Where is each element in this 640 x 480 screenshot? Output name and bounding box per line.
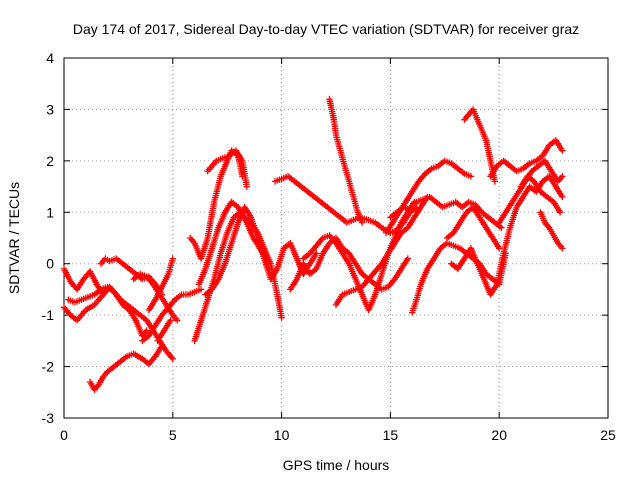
data-point — [496, 245, 503, 252]
series-s26 — [487, 137, 566, 180]
data-point — [559, 245, 566, 252]
data-point — [491, 178, 498, 185]
x-tick-label: 5 — [169, 427, 177, 443]
series-s24 — [443, 203, 503, 252]
data-point — [358, 219, 366, 226]
series-s21 — [387, 193, 505, 231]
y-tick-label: 2 — [46, 153, 54, 169]
y-tick-label: 4 — [46, 50, 54, 66]
data-point — [556, 209, 564, 216]
data-point — [197, 286, 205, 293]
data-point — [243, 183, 250, 190]
series-s14 — [202, 203, 320, 298]
series-s16 — [326, 95, 366, 226]
y-tick-label: 3 — [46, 101, 54, 117]
y-tick-label: 1 — [46, 204, 54, 220]
axis-ticks: 0 5 10 15 20 25 -3 -2 -1 0 1 2 3 4 — [42, 50, 616, 443]
data-point — [559, 193, 566, 201]
x-axis-label: GPS time / hours — [283, 457, 390, 473]
series-s27 — [496, 157, 566, 226]
series-s3 — [86, 342, 166, 393]
x-tick-label: 25 — [600, 427, 616, 443]
data-point — [498, 224, 505, 231]
x-tick-label: 15 — [383, 427, 399, 443]
y-tick-label: -3 — [42, 410, 55, 426]
data-point — [404, 255, 411, 262]
data-point — [559, 147, 566, 154]
y-tick-label: -1 — [42, 307, 55, 323]
x-tick-label: 0 — [60, 427, 68, 443]
x-tick-label: 20 — [491, 427, 507, 443]
data-point — [278, 314, 285, 321]
data-point — [169, 255, 176, 262]
data-point — [167, 317, 174, 324]
y-tick-label: 0 — [46, 256, 54, 272]
data-points — [60, 95, 566, 393]
y-axis-label: SDTVAR / TECUs — [6, 182, 22, 294]
series-s8 — [145, 255, 176, 314]
series-s9 — [154, 317, 174, 345]
chart-title: Day 174 of 2017, Sidereal Day-to-day VTE… — [73, 21, 579, 37]
data-point — [174, 317, 181, 324]
data-point — [143, 327, 150, 334]
series-s25 — [448, 173, 566, 298]
series-s11 — [204, 147, 250, 190]
series-s7 — [139, 286, 205, 345]
data-point — [169, 355, 176, 363]
data-point — [467, 173, 475, 180]
series-s22 — [409, 239, 509, 316]
data-point — [313, 250, 320, 257]
series-s29 — [537, 209, 566, 252]
x-tick-label: 10 — [274, 427, 290, 443]
y-tick-label: -2 — [42, 359, 55, 375]
plot-frame — [63, 57, 609, 419]
series-s19 — [300, 198, 418, 314]
series-s28 — [517, 173, 564, 216]
data-point — [559, 173, 566, 180]
